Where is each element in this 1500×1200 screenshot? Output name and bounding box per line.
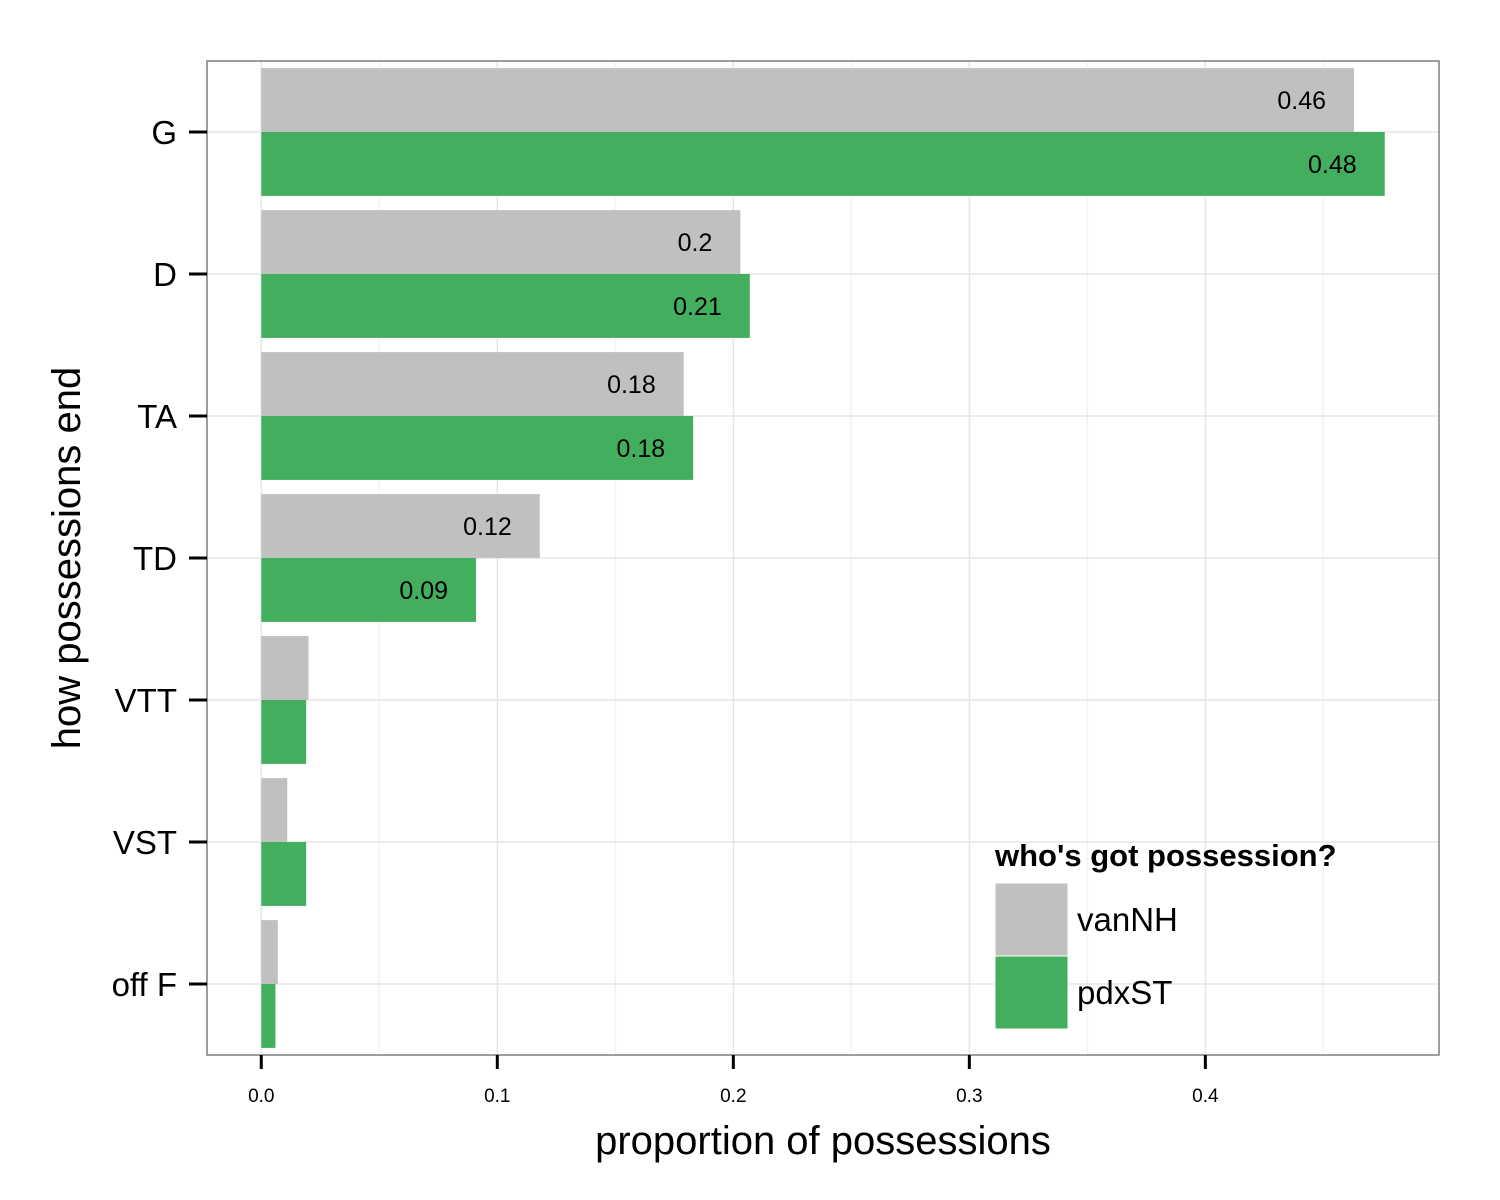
x-axis: 0.0 0.1 0.2 0.3 0.4 <box>248 1055 1219 1107</box>
bar-labels: 0.46 0.48 0.2 0.21 0.18 0.18 0.12 0.09 <box>399 87 1356 605</box>
y-tick-label: TA <box>137 398 177 435</box>
bar-pdxST-VTT <box>261 700 307 764</box>
bar-label: 0.48 <box>1308 151 1357 179</box>
legend-title: who's got possession? <box>994 838 1337 873</box>
bar-pdxST-G <box>261 132 1385 196</box>
bar-label: 0.21 <box>673 293 722 321</box>
legend-label-pdxST: pdxST <box>1077 974 1172 1011</box>
y-tick-label: G <box>151 114 177 151</box>
y-axis-title: how possessions end <box>45 367 89 749</box>
bar-vanNH-G <box>261 68 1355 132</box>
bar-pdxST-D <box>261 274 750 338</box>
bar-vanNH-VST <box>261 778 288 842</box>
bar-label: 0.46 <box>1277 87 1326 115</box>
legend-key-pdxST <box>994 955 1069 1030</box>
bars <box>261 68 1385 1048</box>
bar-vanNH-off-F <box>261 920 278 984</box>
x-tick-label: 0.4 <box>1192 1086 1219 1107</box>
bar-label: 0.09 <box>399 577 448 605</box>
bar-pdxST-VST <box>261 842 307 906</box>
legend-key-vanNH <box>994 882 1069 957</box>
y-tick-label: TD <box>133 540 177 577</box>
bar-vanNH-D <box>261 210 741 274</box>
y-tick-label: off F <box>112 966 177 1003</box>
x-tick-label: 0.2 <box>720 1086 746 1107</box>
bar-label: 0.2 <box>678 229 713 257</box>
bar-pdxST-off-F <box>261 984 276 1048</box>
legend-label-vanNH: vanNH <box>1077 901 1178 938</box>
x-tick-label: 0.1 <box>484 1086 510 1107</box>
x-tick-label: 0.3 <box>956 1086 982 1107</box>
bar-label: 0.18 <box>607 371 656 399</box>
bar-vanNH-TD <box>261 494 540 558</box>
bar-pdxST-TA <box>261 416 694 480</box>
y-tick-label: VTT <box>115 682 177 719</box>
x-tick-label: 0.0 <box>248 1086 274 1107</box>
y-tick-label: VST <box>113 824 177 861</box>
y-axis: G D TA TD VTT VST off F <box>112 114 207 1003</box>
x-axis-title: proportion of possessions <box>595 1119 1051 1163</box>
bar-vanNH-VTT <box>261 636 309 700</box>
bar-vanNH-TA <box>261 352 684 416</box>
y-tick-label: D <box>153 256 177 293</box>
bar-pdxST-TD <box>261 558 477 622</box>
bar-label: 0.12 <box>463 513 512 541</box>
bar-label: 0.18 <box>617 435 666 463</box>
legend: who's got possession? vanNH pdxST <box>994 838 1337 1030</box>
